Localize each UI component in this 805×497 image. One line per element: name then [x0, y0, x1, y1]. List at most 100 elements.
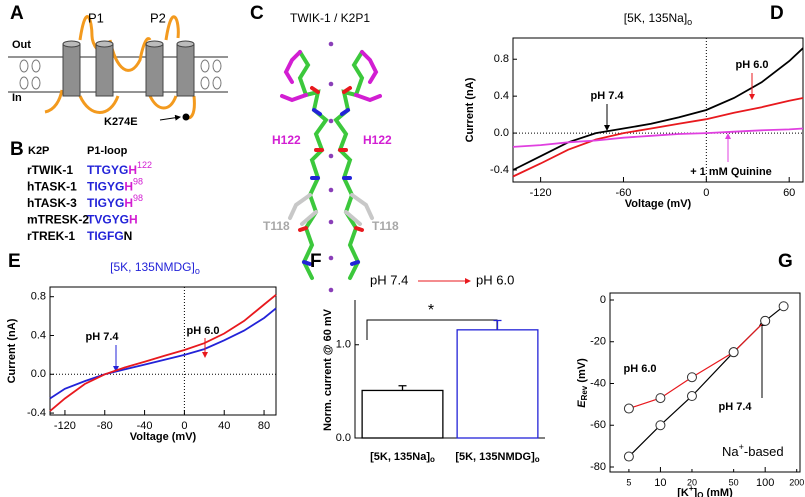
point [760, 315, 771, 326]
row-sequence: TIGYGH98 [87, 177, 143, 194]
point [728, 347, 739, 358]
x-axis-label: [K+]O (mM) [677, 484, 733, 497]
plot-frame [512, 37, 804, 183]
structure-model [280, 41, 382, 293]
out-label: Out [12, 39, 31, 51]
y-tick-label: -40 [590, 377, 606, 389]
row-name: hTASK-3 [27, 196, 77, 210]
panel-label: E [8, 251, 21, 272]
panel-label: B [10, 139, 24, 160]
xl: (mM) [703, 487, 733, 497]
seq: TIGYG [87, 196, 124, 210]
x-tick-label: 0 [703, 187, 709, 199]
x-tick-label: -60 [616, 187, 632, 199]
title-text: [5K, 135Na] [624, 11, 687, 25]
series-label: pH 6.0 [186, 325, 219, 337]
residue-label: H122 [272, 133, 301, 147]
x-tick-label: 200 [789, 477, 804, 487]
series-label: pH 7.4 [85, 331, 119, 343]
significance-label: * [428, 302, 434, 319]
structure-title: TWIK-1 / K2P1 [290, 11, 370, 25]
point [686, 391, 697, 402]
seq: TTGYG [87, 163, 128, 177]
cat-sub: o [535, 455, 540, 464]
chart-title: [5K, 135Na]o [624, 11, 692, 27]
row-sequence: TIGYGH98 [87, 193, 143, 210]
series-label: + 1 mM Quinine [690, 166, 772, 178]
y-axis-label: Norm. current @ 60 mV [322, 308, 334, 431]
title-text: [5K, 135NMDG] [110, 260, 195, 274]
y-tick-label: 0.0 [31, 368, 46, 380]
x-tick-label: -40 [137, 420, 153, 432]
series-line [512, 47, 804, 171]
ann: Na [722, 444, 739, 459]
title-to: pH 6.0 [476, 272, 514, 287]
x-tick-label: 60 [783, 187, 795, 199]
y-tick-label: 0.0 [336, 432, 351, 444]
series-line [512, 127, 804, 148]
p1-label: P1 [88, 10, 104, 25]
series-line [49, 307, 277, 400]
x-axis-label: Voltage (mV) [625, 198, 692, 210]
point [686, 372, 697, 383]
x-tick-label: -80 [97, 420, 113, 432]
series-label: pH 6.0 [735, 59, 768, 71]
ann-sup: + [739, 442, 744, 452]
x-tick-label: 40 [218, 420, 230, 432]
panel-label: A [10, 3, 24, 24]
seq-number: 122 [137, 160, 152, 170]
series-line [512, 97, 804, 178]
series-label: pH 7.4 [590, 90, 624, 102]
row-sequence: TTGYGH122 [87, 160, 152, 177]
y-tick-label: -0.4 [490, 164, 509, 176]
y-axis-label: Current (nA) [6, 318, 18, 383]
yl: E [576, 400, 588, 408]
x-tick-label: 0 [181, 420, 187, 432]
panel-a-schematic [8, 15, 228, 121]
y-tick-label: 0.8 [31, 291, 46, 303]
x-tick-label: 10 [654, 477, 666, 489]
x-tick-label: -120 [530, 187, 552, 199]
y-tick-label: -80 [590, 461, 606, 473]
y-tick-label: -0.4 [27, 407, 46, 419]
y-axis-label: Current (nA) [464, 77, 476, 142]
cat-sub: o [430, 455, 435, 464]
title-sub: o [195, 266, 200, 276]
y-tick-label: -20 [590, 336, 606, 348]
row-sequence: TVGYGH [87, 213, 138, 227]
panel-label: F [310, 251, 322, 272]
point [778, 301, 789, 312]
seq: TIGFG [87, 229, 124, 243]
error-bar [398, 385, 407, 391]
x-tick-label: -120 [54, 420, 76, 432]
yl-sub: Rev [580, 385, 589, 400]
bar [456, 329, 539, 439]
seq-tail: N [124, 229, 133, 243]
seq-tail: H [124, 196, 133, 210]
title-sub: o [687, 17, 692, 27]
seq-number: 98 [133, 177, 143, 187]
x-tick-label: 50 [729, 477, 739, 487]
y-tick-label: 0.4 [31, 329, 46, 341]
fit-line [628, 305, 784, 458]
panel-label: G [778, 251, 793, 272]
y-tick-label: 0 [600, 294, 606, 306]
x-tick-label: 80 [258, 420, 270, 432]
plot-frame [49, 286, 277, 416]
plot-frame [609, 292, 801, 473]
x-tick-label: 20 [687, 477, 697, 487]
ann: -based [744, 444, 784, 459]
row-sequence: TIGFGN [87, 229, 132, 243]
residue-label: T118 [372, 219, 399, 233]
y-tick-label: 0.8 [494, 53, 509, 65]
p2-label: P2 [150, 10, 166, 25]
y-tick-label: 0.0 [494, 127, 509, 139]
panel-label: D [770, 3, 784, 24]
x-tick-label: [5K, 135NMDG]o [455, 451, 539, 464]
seq-tail: H [128, 163, 137, 177]
seq-tail: H [124, 180, 133, 194]
in-label: In [12, 92, 22, 104]
panel-label: C [250, 3, 264, 24]
